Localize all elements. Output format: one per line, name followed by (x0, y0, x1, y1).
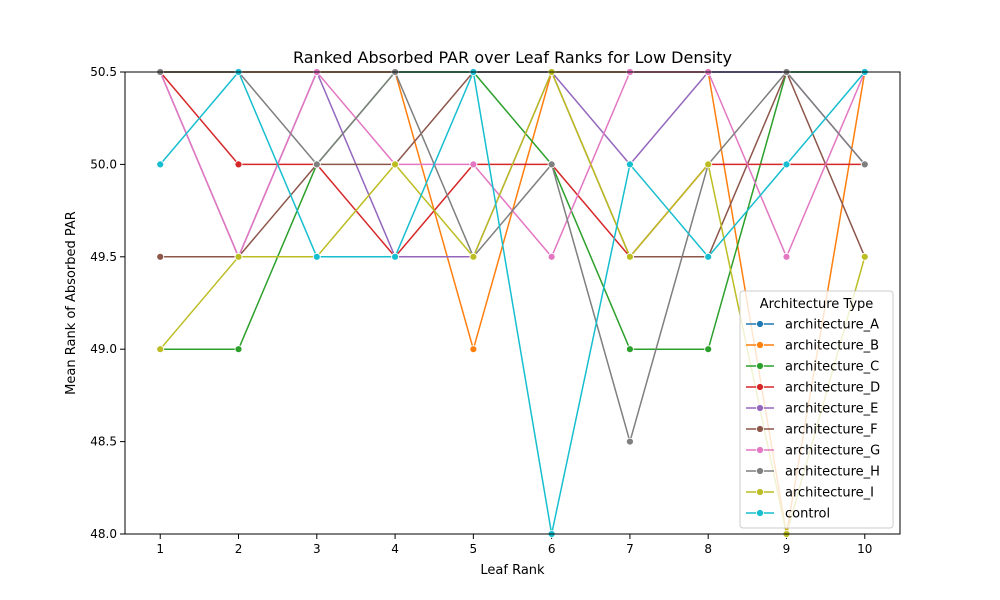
data-point (704, 252, 713, 261)
data-point (156, 160, 165, 169)
y-tick-label: 48.0 (90, 527, 117, 541)
data-point (469, 345, 478, 354)
data-point (626, 437, 634, 446)
y-tick-label: 48.5 (90, 435, 117, 449)
data-point (547, 160, 556, 169)
x-tick-label: 10 (857, 542, 872, 556)
y-tick-label: 50.5 (90, 65, 117, 79)
x-tick-label: 4 (391, 542, 399, 556)
legend-item: architecture_A (746, 318, 879, 333)
legend-item: architecture_E (746, 402, 878, 417)
x-tick-label: 6 (548, 542, 556, 556)
legend-marker (756, 509, 764, 517)
data-point (626, 252, 634, 261)
data-point (626, 160, 634, 169)
legend-item: architecture_F (746, 423, 878, 438)
legend-item: architecture_B (746, 339, 879, 354)
legend: Architecture Type architecture_A architec… (739, 290, 894, 529)
legend-item: architecture_I (746, 486, 874, 501)
chart-title: Ranked Absorbed PAR over Leaf Ranks for … (293, 48, 732, 67)
legend-marker (756, 446, 764, 454)
series-line (159, 71, 866, 535)
data-point (704, 345, 713, 354)
y-axis: 48.0 48.5 49.0 49.5 50.0 50.5 (90, 65, 125, 541)
plot-frame (124, 71, 901, 535)
x-axis-label: Leaf Rank (480, 563, 545, 578)
legend-label: architecture_F (785, 423, 878, 438)
legend-marker (756, 341, 764, 349)
legend-title: Architecture Type (760, 297, 874, 312)
data-point (391, 160, 399, 169)
data-point (156, 345, 165, 354)
legend-item: architecture_D (746, 381, 880, 396)
y-tick-label: 49.5 (90, 250, 117, 264)
data-point (312, 252, 321, 261)
legend-marker (756, 425, 764, 433)
data-point (234, 345, 243, 354)
data-point (860, 252, 869, 261)
legend-marker (756, 404, 764, 412)
legend-item: control (746, 507, 830, 522)
x-axis: 1 2 3 4 5 6 7 8 9 10 (156, 534, 872, 556)
legend-item: architecture_H (746, 465, 880, 480)
legend-marker (756, 467, 764, 475)
legend-label: control (785, 507, 830, 522)
legend-marker (756, 488, 764, 496)
y-tick-label: 49.0 (90, 342, 117, 356)
data-point (704, 160, 713, 169)
x-tick-label: 2 (235, 542, 243, 556)
x-tick-label: 7 (626, 542, 634, 556)
data-point (234, 252, 243, 261)
legend-item: architecture_G (746, 444, 880, 459)
y-tick-label: 50.0 (90, 157, 117, 171)
data-point (626, 345, 634, 354)
data-point (469, 252, 478, 261)
x-tick-label: 3 (313, 542, 321, 556)
x-tick-label: 9 (783, 542, 791, 556)
x-tick-label: 1 (156, 542, 164, 556)
legend-marker (756, 383, 764, 391)
series-line (160, 71, 866, 443)
y-axis-label: Mean Rank of Absorbed PAR (64, 211, 79, 395)
legend-label: architecture_G (785, 444, 880, 459)
data-point (156, 252, 165, 261)
data-point (547, 252, 556, 261)
series-control (156, 68, 869, 538)
legend-label: architecture_B (785, 339, 879, 354)
data-point (391, 252, 399, 261)
data-point (782, 252, 791, 261)
x-tick-label: 8 (704, 542, 712, 556)
legend-item: architecture_C (746, 360, 879, 375)
data-point (312, 160, 321, 169)
legend-marker (756, 320, 764, 328)
legend-label: architecture_H (785, 465, 880, 480)
legend-label: architecture_A (785, 318, 879, 333)
legend-label: architecture_E (785, 402, 878, 417)
data-point (234, 160, 243, 169)
legend-box (739, 290, 894, 529)
legend-marker (756, 362, 764, 370)
legend-label: architecture_C (785, 360, 879, 375)
data-point (860, 160, 869, 169)
legend-label: architecture_D (785, 381, 880, 396)
x-tick-label: 5 (470, 542, 478, 556)
data-point (782, 160, 791, 169)
legend-label: architecture_I (785, 486, 874, 501)
data-point (469, 160, 478, 169)
